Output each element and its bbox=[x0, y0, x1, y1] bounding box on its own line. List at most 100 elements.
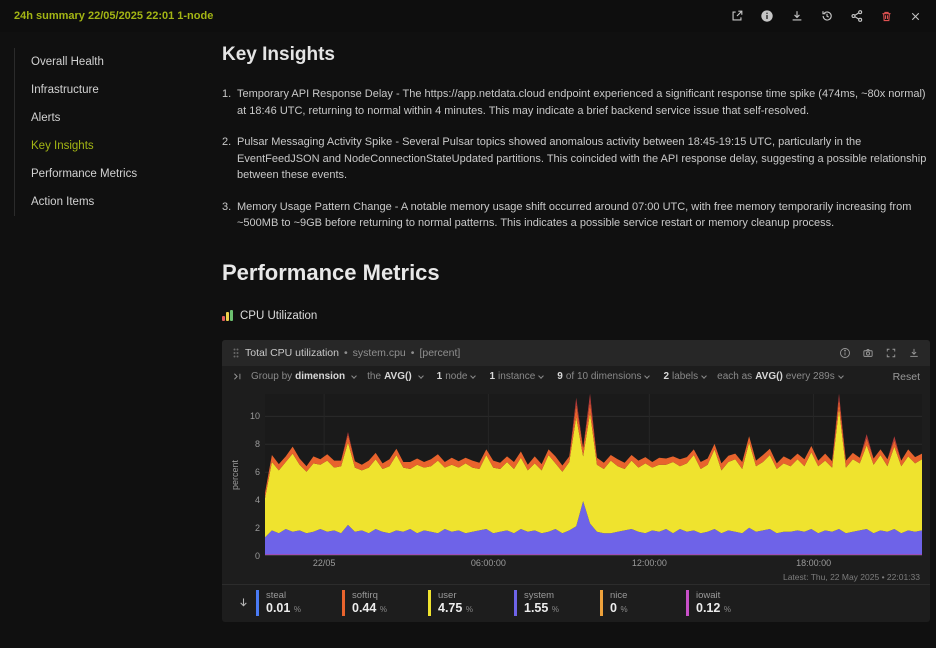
legend-unit: % bbox=[293, 605, 301, 615]
chevron-down-icon bbox=[538, 372, 545, 379]
legend-item-nice[interactable]: nice 0 % bbox=[600, 589, 686, 617]
legend-item-softirq[interactable]: softirq 0.44 % bbox=[342, 589, 428, 617]
insight-text: Temporary API Response Delay - The https… bbox=[237, 88, 926, 117]
info-button[interactable] bbox=[760, 9, 774, 23]
x-axis-labels: 22/05 06:00:00 12:00:00 18:00:00 bbox=[265, 558, 922, 571]
legend-unit: % bbox=[379, 605, 387, 615]
insight-number: 2. bbox=[222, 136, 232, 148]
open-external-button[interactable] bbox=[730, 9, 744, 23]
trash-icon bbox=[882, 11, 891, 21]
chart-context: system.cpu bbox=[352, 346, 406, 359]
nodes-dropdown[interactable]: 1 node bbox=[434, 371, 477, 382]
reset-button[interactable]: Reset bbox=[892, 370, 920, 383]
x-tick-label: 22/05 bbox=[312, 557, 336, 568]
insight-number: 1. bbox=[222, 88, 232, 100]
chart-download-button[interactable] bbox=[908, 347, 920, 359]
x-tick-label: 06:00:00 bbox=[470, 557, 506, 568]
chevron-down-icon bbox=[470, 372, 477, 379]
group-by-dropdown[interactable]: Group by dimension bbox=[251, 371, 357, 382]
separator: • bbox=[410, 346, 415, 359]
close-icon bbox=[911, 12, 920, 20]
y-axis-ticks: 0 2 4 6 8 10 bbox=[241, 394, 265, 561]
drag-handle-icon bbox=[233, 348, 239, 357]
aggregate-dropdown[interactable]: the AVG() bbox=[367, 371, 424, 382]
report-sidebar: Overall Health Infrastructure Alerts Key… bbox=[0, 32, 222, 648]
dimensions-dropdown[interactable]: 9 of 10 dimensions bbox=[554, 371, 651, 382]
chart-snapshot-button[interactable] bbox=[862, 347, 874, 359]
chart-toolbar: Group by dimension the AVG() 1 node bbox=[222, 366, 930, 388]
chevron-down-icon bbox=[837, 372, 844, 379]
chart-body: percent 0 2 4 6 8 10 bbox=[222, 388, 930, 561]
legend-item-system[interactable]: system 1.55 % bbox=[514, 589, 600, 617]
chevron-down-icon bbox=[351, 372, 357, 379]
camera-icon bbox=[863, 348, 873, 357]
x-tick-label: 18:00:00 bbox=[796, 557, 832, 568]
toolbar-collapse-icon[interactable] bbox=[232, 371, 243, 382]
performance-metrics-heading: Performance Metrics bbox=[222, 259, 440, 285]
legend-unit: % bbox=[465, 605, 473, 615]
time-aggregation-dropdown[interactable]: each as AVG() every 289s bbox=[717, 371, 844, 382]
legend-value: 0.01 bbox=[266, 601, 291, 616]
chart-units: [percent] bbox=[419, 346, 461, 359]
history-icon bbox=[822, 11, 832, 21]
key-insights-heading: Key Insights bbox=[222, 44, 335, 65]
external-link-icon bbox=[732, 10, 743, 21]
legend-value: 1.55 bbox=[524, 601, 549, 616]
legend-sort-button[interactable] bbox=[230, 596, 256, 609]
legend-item-user[interactable]: user 4.75 % bbox=[428, 589, 514, 617]
y-tick-label: 8 bbox=[254, 438, 260, 449]
chevron-down-icon bbox=[417, 372, 424, 379]
chart-fullscreen-button[interactable] bbox=[885, 347, 897, 359]
chevron-down-icon bbox=[644, 372, 651, 379]
sidebar-item-overall-health[interactable]: Overall Health bbox=[31, 56, 104, 68]
arrow-down-icon bbox=[239, 598, 247, 607]
y-tick-label: 0 bbox=[254, 550, 260, 561]
separator: • bbox=[343, 346, 348, 359]
instances-dropdown[interactable]: 1 instance bbox=[486, 371, 545, 382]
x-tick-label: 12:00:00 bbox=[631, 557, 667, 568]
y-tick-label: 6 bbox=[254, 466, 260, 477]
chart-info-button[interactable] bbox=[839, 347, 851, 359]
close-button[interactable] bbox=[909, 10, 922, 23]
chart-plot-area[interactable] bbox=[265, 393, 922, 556]
y-tick-label: 4 bbox=[254, 494, 260, 505]
insight-text: Memory Usage Pattern Change - A notable … bbox=[237, 200, 912, 230]
cpu-chart-panel: Total CPU utilization • system.cpu • [pe… bbox=[222, 339, 930, 623]
report-title: 24h summary 22/05/2025 22:01 1-node bbox=[14, 10, 214, 22]
sidebar-item-alerts[interactable]: Alerts bbox=[31, 112, 61, 124]
chevron-down-icon bbox=[701, 372, 707, 379]
cpu-utilization-label: CPU Utilization bbox=[222, 310, 930, 322]
share-icon bbox=[851, 10, 863, 22]
latest-timestamp: Latest: Thu, 22 May 2025 • 22:01:33 bbox=[782, 571, 920, 582]
chart-header-icons bbox=[839, 347, 920, 359]
legend-unit: % bbox=[723, 605, 731, 615]
bar-chart-icon bbox=[222, 310, 233, 321]
cpu-chart-canvas[interactable] bbox=[265, 393, 922, 556]
download-icon bbox=[792, 11, 802, 21]
share-button[interactable] bbox=[850, 9, 864, 23]
legend-item-steal[interactable]: steal 0.01 % bbox=[256, 589, 342, 617]
download-button[interactable] bbox=[790, 9, 804, 23]
download-icon bbox=[910, 348, 918, 357]
history-button[interactable] bbox=[820, 9, 834, 23]
legend-unit: % bbox=[551, 605, 559, 615]
sidebar-item-performance-metrics[interactable]: Performance Metrics bbox=[31, 168, 138, 180]
sidebar-item-key-insights[interactable]: Key Insights bbox=[31, 140, 94, 152]
insight-item: 2. Pulsar Messaging Activity Spike - Sev… bbox=[222, 134, 930, 184]
y-tick-label: 2 bbox=[254, 522, 260, 533]
info-icon bbox=[761, 10, 773, 22]
legend-value: 0.12 bbox=[696, 601, 721, 616]
report-nav: Overall Health Infrastructure Alerts Key… bbox=[14, 48, 222, 216]
delete-button[interactable] bbox=[880, 10, 893, 23]
topbar-icons bbox=[730, 9, 922, 23]
sidebar-item-action-items[interactable]: Action Items bbox=[31, 196, 95, 208]
info-icon bbox=[840, 347, 850, 358]
legend-item-iowait[interactable]: iowait 0.12 % bbox=[686, 589, 772, 617]
key-insights-list: 1. Temporary API Response Delay - The ht… bbox=[222, 86, 930, 232]
labels-dropdown[interactable]: 2 labels bbox=[660, 371, 707, 382]
sidebar-item-infrastructure[interactable]: Infrastructure bbox=[31, 84, 99, 96]
insight-number: 3. bbox=[222, 200, 232, 213]
legend-value: 0.44 bbox=[352, 601, 377, 616]
insight-item: 3. Memory Usage Pattern Change - A notab… bbox=[222, 199, 930, 232]
chart-title: Total CPU utilization bbox=[245, 346, 339, 359]
